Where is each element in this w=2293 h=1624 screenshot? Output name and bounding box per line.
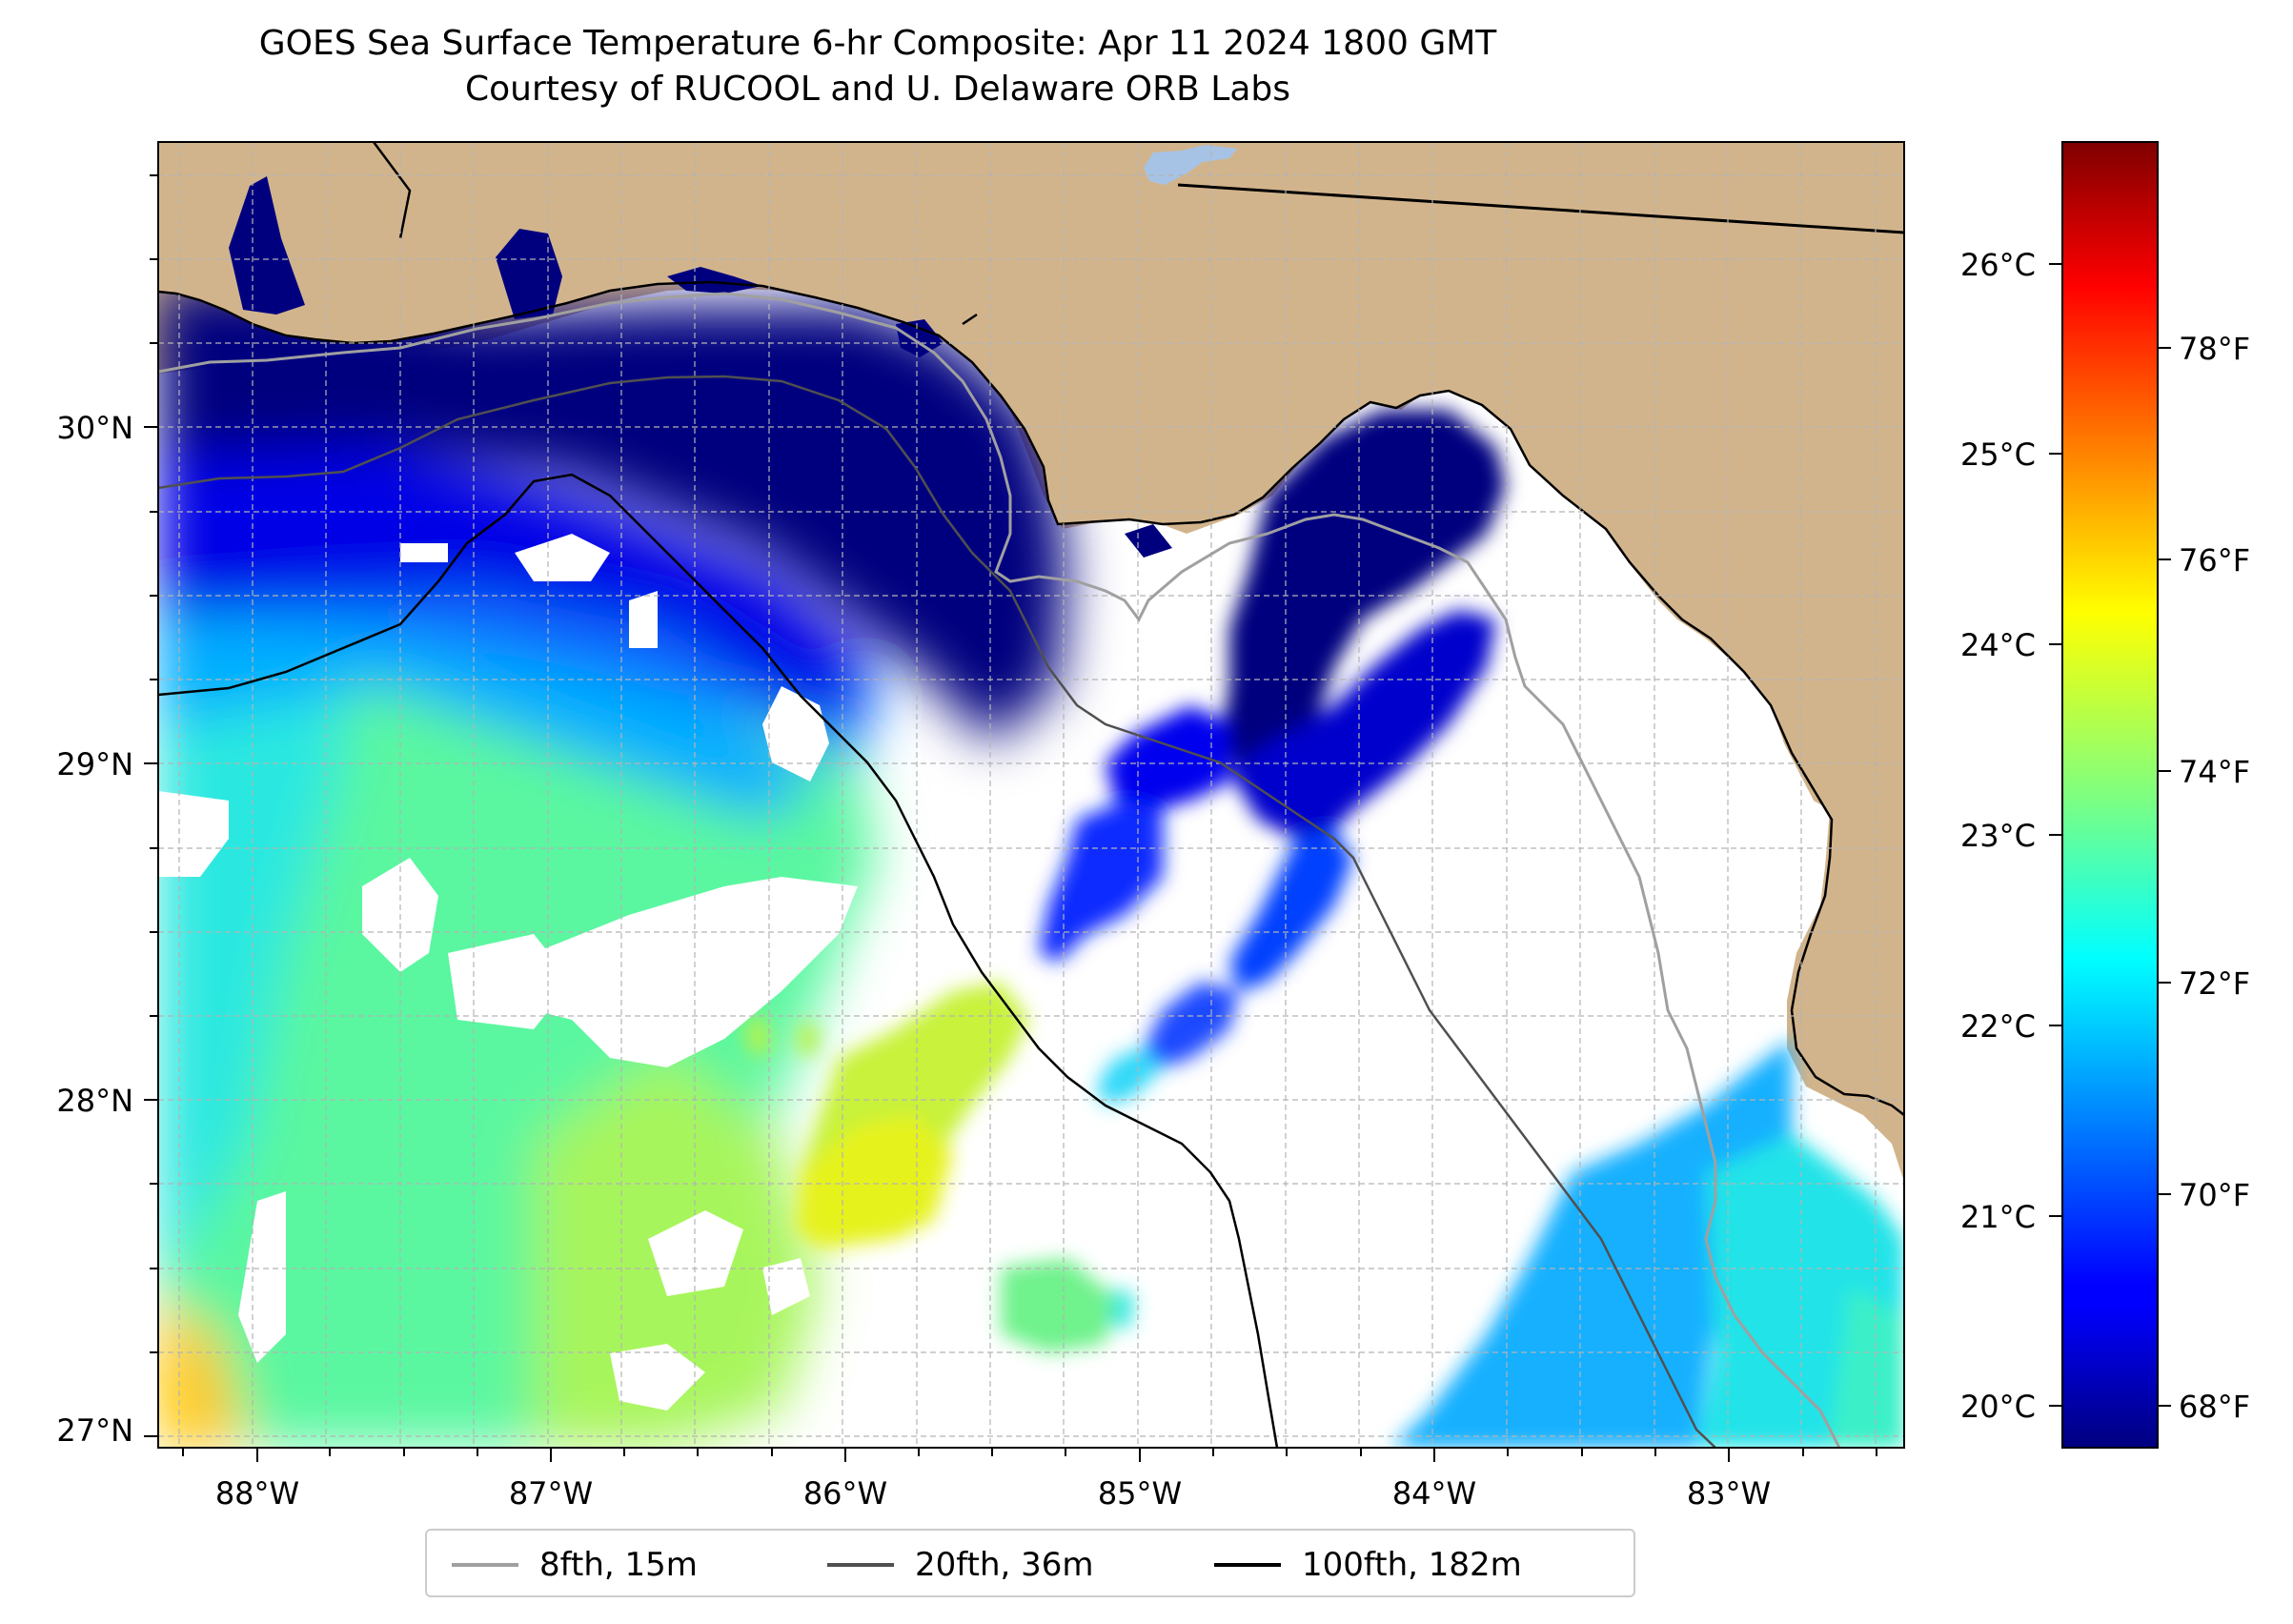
land-overlay <box>158 142 1904 1115</box>
legend-line-swatch <box>827 1563 894 1567</box>
x-tick-label: 85°W <box>1098 1475 1182 1512</box>
contour-20fth <box>158 375 1716 1448</box>
colorbar-fahrenheit-labels: 68°F 70°F 72°F 74°F 76°F 78°F <box>2179 331 2250 1425</box>
x-tick-label: 86°W <box>803 1475 887 1512</box>
fahrenheit-tick-label: 76°F <box>2179 542 2250 579</box>
colorbar-fahrenheit-ticks <box>2158 347 2171 1407</box>
y-tick-labels: 30°N 29°N 28°N 27°N <box>56 410 133 1449</box>
celsius-tick-label: 24°C <box>1960 627 2036 663</box>
fahrenheit-tick-label: 68°F <box>2179 1389 2250 1425</box>
fahrenheit-tick-label: 74°F <box>2179 754 2250 790</box>
legend-item-20fth: 20fth, 36m <box>827 1531 1094 1599</box>
legend-item-8fth: 8fth, 15m <box>452 1531 698 1599</box>
river-line-2 <box>962 313 978 326</box>
legend-label: 8fth, 15m <box>539 1546 698 1584</box>
x-tick-label: 88°W <box>215 1475 299 1512</box>
celsius-tick-label: 25°C <box>1960 436 2036 473</box>
colorbar-celsius-ticks <box>2049 263 2062 1407</box>
colorbar <box>2061 141 2159 1449</box>
coastal-bays <box>229 176 1172 558</box>
x-tick-label: 83°W <box>1687 1475 1771 1512</box>
x-tick-label: 87°W <box>509 1475 593 1512</box>
y-tick-label: 30°N <box>56 410 133 446</box>
contour-100fth <box>158 473 1279 1448</box>
legend-line-swatch <box>1214 1563 1281 1567</box>
fahrenheit-tick-label: 72°F <box>2179 965 2250 1002</box>
legend-line-swatch <box>452 1563 518 1567</box>
legend: 8fth, 15m 20fth, 36m 100fth, 182m <box>425 1529 1635 1597</box>
sst-field <box>158 286 1904 1448</box>
celsius-tick-label: 26°C <box>1960 247 2036 283</box>
lake-overlay <box>1144 145 1237 185</box>
river-line <box>372 142 412 239</box>
fahrenheit-tick-label: 78°F <box>2179 331 2250 367</box>
legend-label: 100fth, 182m <box>1302 1546 1522 1584</box>
celsius-tick-label: 21°C <box>1960 1199 2036 1235</box>
y-tick-label: 27°N <box>56 1412 133 1449</box>
state-border <box>1177 183 1904 234</box>
map-area <box>158 142 1904 1448</box>
coastline <box>158 280 1904 1116</box>
y-tick-label: 29°N <box>56 746 133 782</box>
gridlines <box>158 142 1904 1448</box>
chart-title: GOES Sea Surface Temperature 6-hr Compos… <box>0 21 1755 112</box>
x-axis <box>182 1448 1877 1462</box>
legend-item-100fth: 100fth, 182m <box>1214 1531 1522 1599</box>
x-tick-label: 84°W <box>1392 1475 1476 1512</box>
x-tick-labels: 88°W 87°W 86°W 85°W 84°W 83°W <box>215 1475 1771 1512</box>
contour-8fth <box>158 292 1841 1448</box>
map-frame <box>157 141 1905 1449</box>
y-axis <box>144 174 158 1437</box>
celsius-tick-label: 22°C <box>1960 1008 2036 1045</box>
title-line-2: Courtesy of RUCOOL and U. Delaware ORB L… <box>464 70 1291 109</box>
title-line-1: GOES Sea Surface Temperature 6-hr Compos… <box>258 24 1497 63</box>
celsius-tick-label: 23°C <box>1960 818 2036 854</box>
y-tick-label: 28°N <box>56 1083 133 1119</box>
colorbar-celsius-labels: 20°C 21°C 22°C 23°C 24°C 25°C 26°C <box>1960 247 2036 1425</box>
fahrenheit-tick-label: 70°F <box>2179 1177 2250 1213</box>
celsius-tick-label: 20°C <box>1960 1389 2036 1425</box>
legend-label: 20fth, 36m <box>915 1546 1094 1584</box>
